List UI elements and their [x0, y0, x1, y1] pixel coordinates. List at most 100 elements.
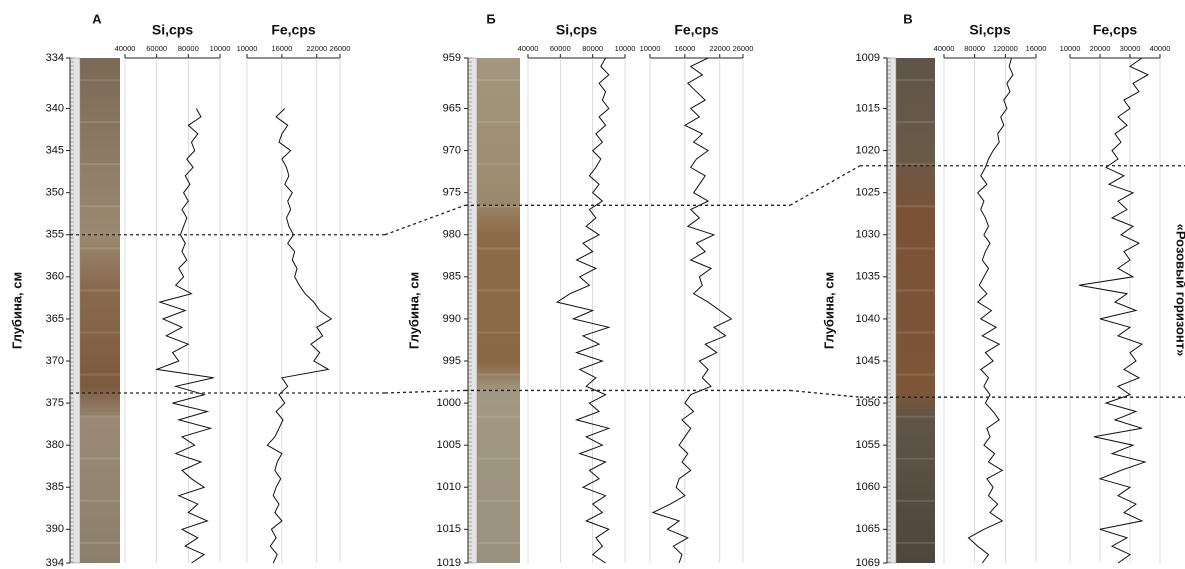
- y-tick-label: 394: [46, 557, 64, 569]
- y-tick-label: 1050: [856, 397, 880, 409]
- core-layer: [80, 541, 120, 544]
- y-tick-label: 334: [46, 52, 64, 64]
- x-tick-label: 26000: [733, 44, 754, 53]
- x-tick-label: 40000: [1150, 44, 1171, 53]
- core-layer: [80, 289, 120, 292]
- horizon-link: [384, 389, 466, 394]
- core-layer: [896, 289, 935, 292]
- x-tick-label: 10000: [615, 44, 636, 53]
- y-tick-label: 1060: [856, 481, 880, 493]
- series-name: Fe,cps: [1093, 22, 1138, 38]
- core-layer: [896, 499, 935, 502]
- y-tick-label: 970: [443, 144, 461, 156]
- y-tick-label: 1055: [856, 439, 880, 451]
- data-line: [154, 108, 214, 564]
- core-layer: [896, 457, 935, 460]
- y-tick-label: 340: [46, 102, 64, 114]
- x-tick-label: 10000: [237, 44, 258, 53]
- x-tick-label: 80000: [582, 44, 603, 53]
- horizon-link: [384, 204, 466, 236]
- series-name: Si,cps: [556, 22, 597, 38]
- core-layer: [896, 79, 935, 82]
- y-tick-label: 370: [46, 355, 64, 367]
- y-tick-label: 375: [46, 397, 64, 409]
- y-tick-label: 365: [46, 313, 64, 325]
- x-tick-label: 40000: [934, 44, 955, 53]
- series-name: Si,cps: [969, 22, 1010, 38]
- y-tick-label: 1045: [856, 355, 880, 367]
- core-layer: [80, 457, 120, 460]
- core-layer: [896, 121, 935, 124]
- core-layer: [477, 79, 520, 82]
- core-layer: [477, 289, 520, 292]
- y-tick-label: 355: [46, 229, 64, 241]
- y-axis-title: Глубина, см: [821, 272, 836, 349]
- core-layer: [80, 79, 120, 82]
- y-tick-label: 1065: [856, 523, 880, 535]
- core-layer: [80, 163, 120, 166]
- y-tick-label: 1035: [856, 271, 880, 283]
- horizon-link: [789, 165, 861, 206]
- x-tick-label: 40000: [518, 44, 539, 53]
- core-photo: [896, 58, 935, 563]
- core-layer: [896, 541, 935, 544]
- y-tick-label: 1019: [437, 557, 461, 569]
- panel-title: В: [903, 11, 912, 26]
- core-layer: [477, 331, 520, 334]
- x-tick-label: 22000: [709, 44, 730, 53]
- y-tick-label: 1010: [437, 481, 461, 493]
- x-tick-label: 22000: [306, 44, 327, 53]
- y-tick-label: 350: [46, 187, 64, 199]
- x-tick-label: 60000: [146, 44, 167, 53]
- y-tick-label: 980: [443, 229, 461, 241]
- x-tick-label: 26000: [330, 44, 351, 53]
- core-layer: [896, 415, 935, 418]
- x-tick-label: 40000: [115, 44, 136, 53]
- y-tick-label: 1069: [856, 557, 880, 569]
- core-layer: [896, 331, 935, 334]
- core-photo: [80, 58, 120, 563]
- core-layer: [896, 163, 935, 166]
- y-tick-label: 1025: [856, 187, 880, 199]
- core-layer: [477, 121, 520, 124]
- series-name: Fe,cps: [674, 22, 719, 38]
- y-tick-label: 380: [46, 439, 64, 451]
- core-layer: [477, 205, 520, 208]
- annotation: «Розовый горизонт»: [1174, 224, 1185, 357]
- y-tick-label: 995: [443, 355, 461, 367]
- y-tick-label: 1015: [856, 102, 880, 114]
- y-axis-title: Глубина, см: [406, 272, 421, 349]
- y-tick-label: 959: [443, 52, 461, 64]
- core-photo: [477, 58, 520, 563]
- panel-title: Б: [486, 11, 495, 26]
- y-tick-label: 1040: [856, 313, 880, 325]
- y-tick-label: 965: [443, 102, 461, 114]
- core-layer: [80, 373, 120, 376]
- x-tick-label: 20000: [1090, 44, 1111, 53]
- series-name: Fe,cps: [271, 22, 316, 38]
- horizon-link: [789, 389, 861, 398]
- x-tick-label: 120000: [993, 44, 1018, 53]
- data-line: [555, 57, 611, 564]
- y-tick-label: 360: [46, 271, 64, 283]
- core-layer: [896, 205, 935, 208]
- y-tick-label: 390: [46, 523, 64, 535]
- core-layer: [80, 205, 120, 208]
- y-tick-label: 975: [443, 187, 461, 199]
- data-line: [651, 57, 733, 564]
- panel-title: А: [92, 11, 102, 26]
- y-tick-label: 1015: [437, 523, 461, 535]
- x-tick-label: 60000: [550, 44, 571, 53]
- y-tick-label: 985: [443, 271, 461, 283]
- core-layer: [80, 247, 120, 250]
- core-layer: [80, 499, 120, 502]
- core-layer: [80, 415, 120, 418]
- series-name: Si,cps: [152, 22, 193, 38]
- core-layer: [896, 247, 935, 250]
- core-layer: [477, 247, 520, 250]
- core-layer: [477, 541, 520, 544]
- y-tick-label: 990: [443, 313, 461, 325]
- core-layer: [477, 457, 520, 460]
- x-tick-label: 80000: [178, 44, 199, 53]
